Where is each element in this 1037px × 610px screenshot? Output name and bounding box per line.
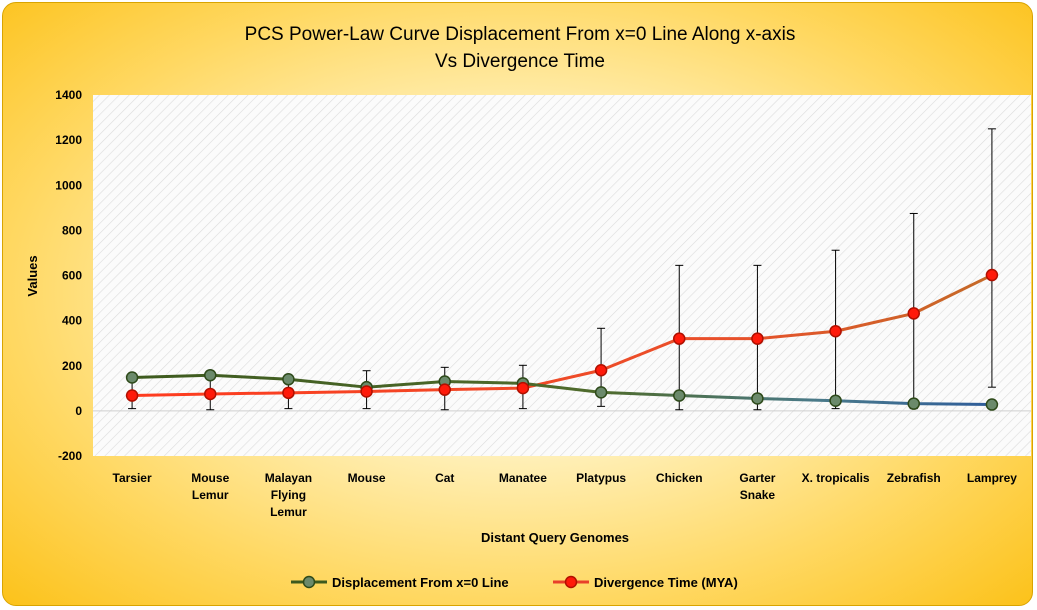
x-tick-label: Mouse	[348, 471, 386, 485]
y-tick-label: 800	[62, 223, 82, 237]
y-tick-label: 200	[62, 359, 82, 373]
y-tick-label: 0	[75, 404, 82, 418]
divergence-point	[594, 364, 608, 377]
x-tick-label: Lamprey	[967, 471, 1017, 485]
x-tick-label: Platypus	[576, 471, 626, 485]
legend-label-divergence: Divergence Time (MYA)	[594, 575, 738, 590]
y-tick-label: 400	[62, 314, 82, 328]
y-axis-ticks: -200 0 200 400 600 800 1000 1200 1400	[55, 88, 82, 463]
displacement-point	[204, 368, 217, 382]
x-tick-label: Tarsier	[113, 471, 152, 485]
legend: Displacement From x=0 Line Divergence Ti…	[291, 575, 738, 590]
x-tick-label: Zebrafish	[887, 471, 941, 485]
divergence-point	[751, 332, 764, 345]
divergence-point	[829, 324, 842, 338]
legend-marker-displacement	[302, 575, 316, 589]
chart-title-line1: PCS Power-Law Curve Displacement From x=…	[245, 24, 796, 45]
displacement-point	[125, 371, 139, 384]
divergence-point	[438, 383, 451, 396]
y-tick-label: 1000	[55, 178, 82, 192]
displacement-point	[751, 392, 764, 405]
divergence-line	[132, 273, 993, 398]
displacement-point	[907, 397, 920, 410]
x-tick-label: Malayan Flying Lemur	[265, 471, 312, 519]
displacement-point	[829, 394, 842, 407]
x-axis-title: Distant Query Genomes	[481, 530, 629, 545]
divergence-point	[282, 386, 295, 400]
x-tick-label: Chicken	[656, 471, 703, 485]
legend-label-displacement: Displacement From x=0 Line	[332, 575, 509, 590]
divergence-point	[516, 381, 530, 395]
series-markers	[125, 268, 999, 411]
divergence-point	[907, 307, 920, 320]
displacement-point	[985, 398, 999, 411]
divergence-point	[673, 332, 686, 345]
y-axis-title: Values	[25, 255, 40, 296]
displacement-point	[594, 386, 608, 399]
x-tick-label: X. tropicalis	[802, 471, 870, 485]
y-tick-label: 1400	[55, 88, 82, 102]
series-lines	[132, 273, 993, 407]
chart-title-line2: Vs Divergence Time	[435, 51, 605, 72]
divergence-point	[125, 389, 139, 402]
x-tick-label: Mouse Lemur	[191, 471, 229, 502]
divergence-point	[360, 385, 373, 398]
divergence-point	[204, 387, 217, 401]
divergence-point	[985, 268, 999, 282]
x-tick-label: Cat	[435, 471, 454, 485]
legend-marker-divergence	[564, 575, 578, 589]
y-tick-label: -200	[58, 449, 82, 463]
displacement-point	[282, 373, 295, 386]
plot-area	[93, 95, 1031, 456]
displacement-point	[673, 389, 686, 402]
x-axis-ticks: Tarsier Mouse Lemur Malayan Flying Lemur Mouse…	[113, 471, 1018, 519]
y-tick-label: 600	[62, 269, 82, 283]
y-tick-label: 1200	[55, 133, 82, 147]
displacement-line	[132, 373, 992, 407]
chart-svg: PCS Power-Law Curve Displacement From x=…	[25, 24, 1031, 590]
x-tick-label: Garter Snake	[739, 471, 775, 502]
x-tick-label: Manatee	[499, 471, 547, 485]
